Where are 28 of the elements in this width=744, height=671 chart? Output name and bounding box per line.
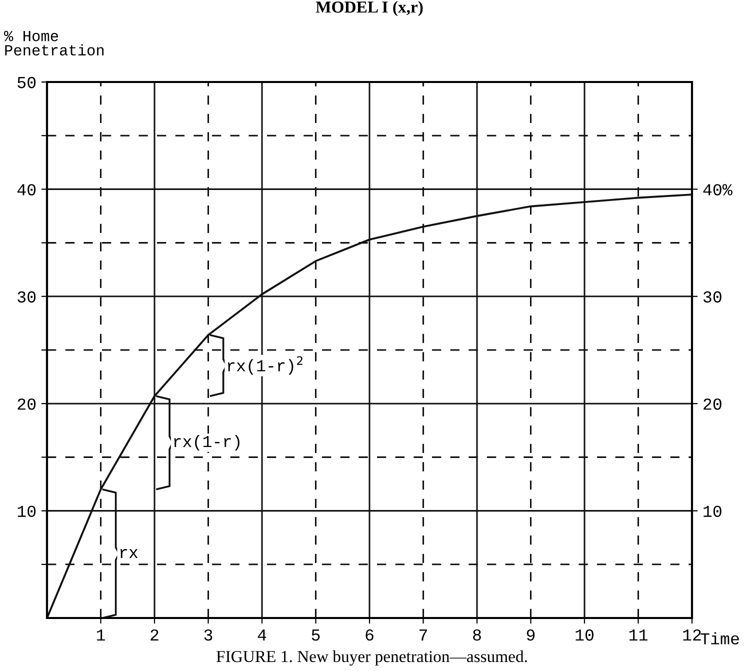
y-tick-label: 40	[17, 184, 36, 196]
y2-tick-label: 10	[704, 506, 722, 518]
x-tick-label: 9	[526, 629, 535, 641]
y-axis-title: % Home Penetration	[4, 30, 104, 56]
x-tick-label: 8	[473, 629, 481, 641]
x-tick-label: 2	[150, 629, 158, 640]
x-tick-label: 11	[629, 630, 648, 640]
y2-tick-label: 30	[703, 291, 722, 303]
annotation: rx(1-r)$^{2}$	[228, 356, 302, 375]
x-tick-label: 7	[420, 630, 427, 640]
x-tick-label: 3	[204, 629, 212, 641]
y-tick-label: 10	[18, 506, 36, 518]
y-tick-label: 30	[18, 291, 36, 303]
y-tick-label: 50	[18, 76, 36, 88]
caption: FIGURE 1. New buyer penetration—assumed.	[216, 650, 527, 666]
annotation: rx	[120, 549, 138, 558]
y2-tick-label: 20	[704, 398, 722, 410]
x-tick-label: 6	[366, 629, 374, 641]
x-tick-label: 5	[312, 630, 320, 641]
x-tick-label: 12	[683, 629, 701, 640]
chart-title: MODEL I (x,r)	[316, 0, 423, 16]
y-tick-label: 20	[18, 398, 36, 410]
y2-tick-label: 40%	[703, 184, 732, 196]
x-tick-label: 4	[258, 630, 266, 640]
x-axis-title: Time	[700, 632, 739, 644]
x-tick-label: 1	[96, 630, 105, 640]
x-tick-label: 10	[576, 629, 594, 641]
annotation: rx(1-r)	[174, 434, 240, 450]
